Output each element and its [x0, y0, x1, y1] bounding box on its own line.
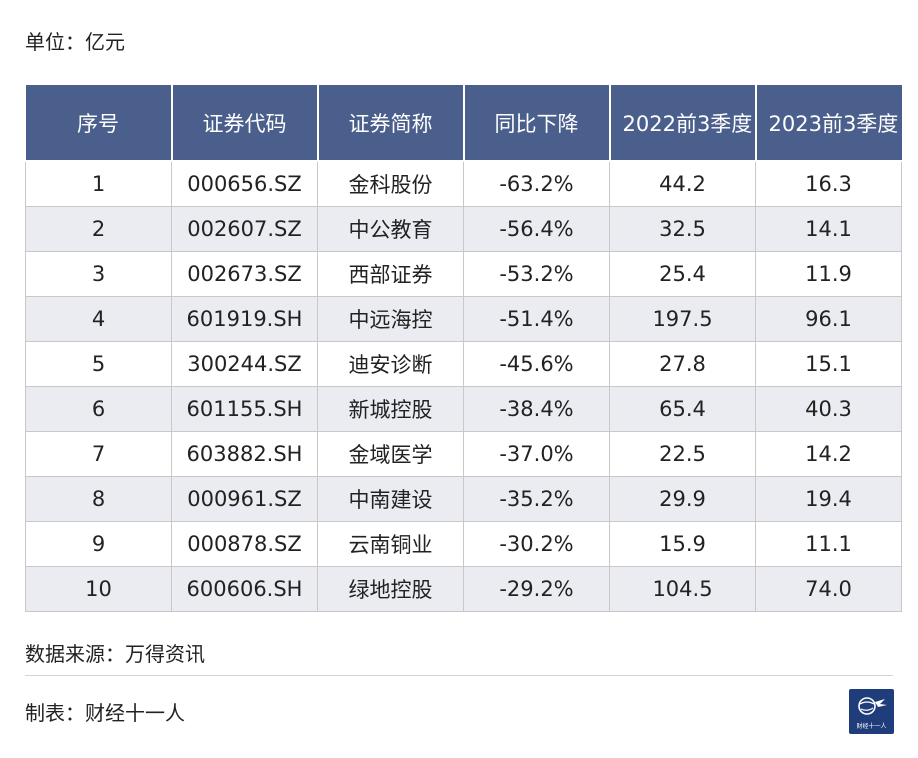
- security-code-cell: 002673.SZ: [171, 251, 318, 297]
- yoy-decline-cell: -38.4%: [463, 386, 610, 432]
- divider: [25, 675, 893, 676]
- security-code-cell: 603882.SH: [171, 431, 318, 477]
- globe-bird-icon: [858, 697, 887, 715]
- security-name-cell: 绿地控股: [317, 566, 464, 612]
- yoy-decline-cell: -51.4%: [463, 296, 610, 342]
- logo-text: 财经十一人: [856, 723, 887, 730]
- value-2022-cell: 25.4: [609, 251, 756, 297]
- value-2023-cell: 74.0: [755, 566, 902, 612]
- row-index-cell: 2: [25, 206, 172, 252]
- value-2023-cell: 16.3: [755, 160, 902, 207]
- value-2022-cell: 65.4: [609, 386, 756, 432]
- value-2022-cell: 15.9: [609, 521, 756, 567]
- yoy-decline-cell: -35.2%: [463, 476, 610, 522]
- unit-label: 单位：亿元: [25, 30, 125, 54]
- value-2023-cell: 14.2: [755, 431, 902, 477]
- table-row: 6 601155.SH 新城控股 -38.4% 65.4 40.3: [25, 386, 902, 432]
- yoy-decline-cell: -53.2%: [463, 251, 610, 297]
- table-row: 3 002673.SZ 西部证券 -53.2% 25.4 11.9: [25, 251, 902, 297]
- row-index-cell: 1: [25, 160, 172, 207]
- header-code: 证券代码: [170, 85, 319, 162]
- yoy-decline-cell: -45.6%: [463, 341, 610, 387]
- yoy-decline-cell: -30.2%: [463, 521, 610, 567]
- security-name-cell: 西部证券: [317, 251, 464, 297]
- value-2023-cell: 40.3: [755, 386, 902, 432]
- table-row: 2 002607.SZ 中公教育 -56.4% 32.5 14.1: [25, 206, 902, 252]
- table-row: 9 000878.SZ 云南铜业 -30.2% 15.9 11.1: [25, 521, 902, 567]
- value-2023-cell: 15.1: [755, 341, 902, 387]
- value-2022-cell: 32.5: [609, 206, 756, 252]
- security-name-cell: 金域医学: [317, 431, 464, 477]
- table-header-row: 序号 证券代码 证券简称 同比下降 2022前3季度 2023前3季度: [25, 85, 902, 162]
- header-index: 序号: [25, 85, 173, 162]
- security-name-cell: 云南铜业: [317, 521, 464, 567]
- row-index-cell: 4: [25, 296, 172, 342]
- logo: 财经十一人: [849, 689, 894, 734]
- row-index-cell: 9: [25, 521, 172, 567]
- header-2023: 2023前3季度: [754, 85, 902, 162]
- security-code-cell: 601919.SH: [171, 296, 318, 342]
- yoy-decline-cell: -37.0%: [463, 431, 610, 477]
- header-2022: 2022前3季度: [608, 85, 757, 162]
- security-code-cell: 000656.SZ: [171, 160, 318, 207]
- value-2022-cell: 22.5: [609, 431, 756, 477]
- security-name-cell: 中远海控: [317, 296, 464, 342]
- value-2022-cell: 197.5: [609, 296, 756, 342]
- security-code-cell: 600606.SH: [171, 566, 318, 612]
- table-row: 10 600606.SH 绿地控股 -29.2% 104.5 74.0: [25, 566, 902, 612]
- value-2022-cell: 27.8: [609, 341, 756, 387]
- row-index-cell: 8: [25, 476, 172, 522]
- security-name-cell: 中公教育: [317, 206, 464, 252]
- header-name: 证券简称: [316, 85, 465, 162]
- row-index-cell: 7: [25, 431, 172, 477]
- header-decline: 同比下降: [462, 85, 611, 162]
- security-name-cell: 迪安诊断: [317, 341, 464, 387]
- table-row: 8 000961.SZ 中南建设 -35.2% 29.9 19.4: [25, 476, 902, 522]
- table-row: 1 000656.SZ 金科股份 -63.2% 44.2 16.3: [25, 160, 902, 207]
- security-code-cell: 000961.SZ: [171, 476, 318, 522]
- security-code-cell: 002607.SZ: [171, 206, 318, 252]
- yoy-decline-cell: -56.4%: [463, 206, 610, 252]
- value-2023-cell: 14.1: [755, 206, 902, 252]
- value-2022-cell: 104.5: [609, 566, 756, 612]
- security-name-cell: 中南建设: [317, 476, 464, 522]
- yoy-decline-cell: -29.2%: [463, 566, 610, 612]
- value-2023-cell: 11.1: [755, 521, 902, 567]
- table-maker: 制表：财经十一人: [25, 701, 185, 725]
- table-row: 5 300244.SZ 迪安诊断 -45.6% 27.8 15.1: [25, 341, 902, 387]
- security-code-cell: 601155.SH: [171, 386, 318, 432]
- value-2023-cell: 19.4: [755, 476, 902, 522]
- value-2023-cell: 11.9: [755, 251, 902, 297]
- data-table: 序号 证券代码 证券简称 同比下降 2022前3季度 2023前3季度 1 000…: [25, 85, 902, 612]
- security-name-cell: 金科股份: [317, 160, 464, 207]
- table-row: 7 603882.SH 金域医学 -37.0% 22.5 14.2: [25, 431, 902, 477]
- yoy-decline-cell: -63.2%: [463, 160, 610, 207]
- value-2023-cell: 96.1: [755, 296, 902, 342]
- data-source: 数据来源：万得资讯: [25, 642, 205, 666]
- table-row: 4 601919.SH 中远海控 -51.4% 197.5 96.1: [25, 296, 902, 342]
- value-2022-cell: 29.9: [609, 476, 756, 522]
- row-index-cell: 5: [25, 341, 172, 387]
- security-code-cell: 000878.SZ: [171, 521, 318, 567]
- row-index-cell: 10: [25, 566, 172, 612]
- row-index-cell: 3: [25, 251, 172, 297]
- row-index-cell: 6: [25, 386, 172, 432]
- value-2022-cell: 44.2: [609, 160, 756, 207]
- security-name-cell: 新城控股: [317, 386, 464, 432]
- security-code-cell: 300244.SZ: [171, 341, 318, 387]
